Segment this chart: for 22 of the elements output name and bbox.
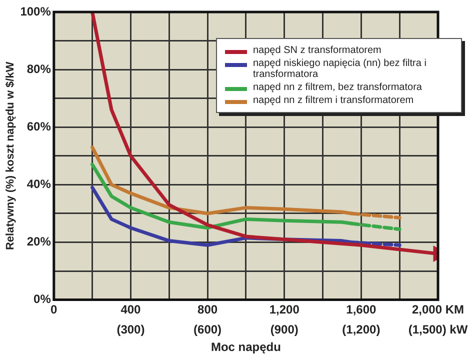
y-axis-title: Relatywny (%) koszt napędu w $/kW xyxy=(4,61,17,250)
x-tick-label: 400 xyxy=(120,302,142,316)
x2-tick-label: (1,200) xyxy=(342,322,380,337)
x-tick-label: 800 xyxy=(198,302,218,316)
x-tick-label: 0 xyxy=(50,302,58,316)
y-tick-label: 40% xyxy=(26,176,52,191)
legend-label: napęd nn z filtrem, bez transformatora xyxy=(253,82,423,93)
y-tick-label: 20% xyxy=(26,234,52,249)
x2-tick-label: (1,500) kW xyxy=(408,322,468,337)
x2-tick-label: (300) xyxy=(116,322,145,337)
x-tick-label: 2,000 KM xyxy=(412,302,464,316)
x2-tick-label: (600) xyxy=(194,322,222,337)
legend-label: napęd SN z transformatorem xyxy=(253,45,382,56)
legend-label: napęd nn z filtrem i transformatorem xyxy=(253,95,415,106)
y-tick-label: 60% xyxy=(26,119,52,134)
x-axis-title: Moc napędu xyxy=(210,340,281,354)
y-tick-label: 80% xyxy=(26,62,52,76)
y-tick-label: 0% xyxy=(34,292,52,306)
y-tick-label: 100% xyxy=(20,4,52,18)
x-tick-label: 1,600 xyxy=(346,302,377,316)
x2-tick-label: (900) xyxy=(270,322,298,337)
x-tick-label: 1,200 xyxy=(269,302,300,316)
